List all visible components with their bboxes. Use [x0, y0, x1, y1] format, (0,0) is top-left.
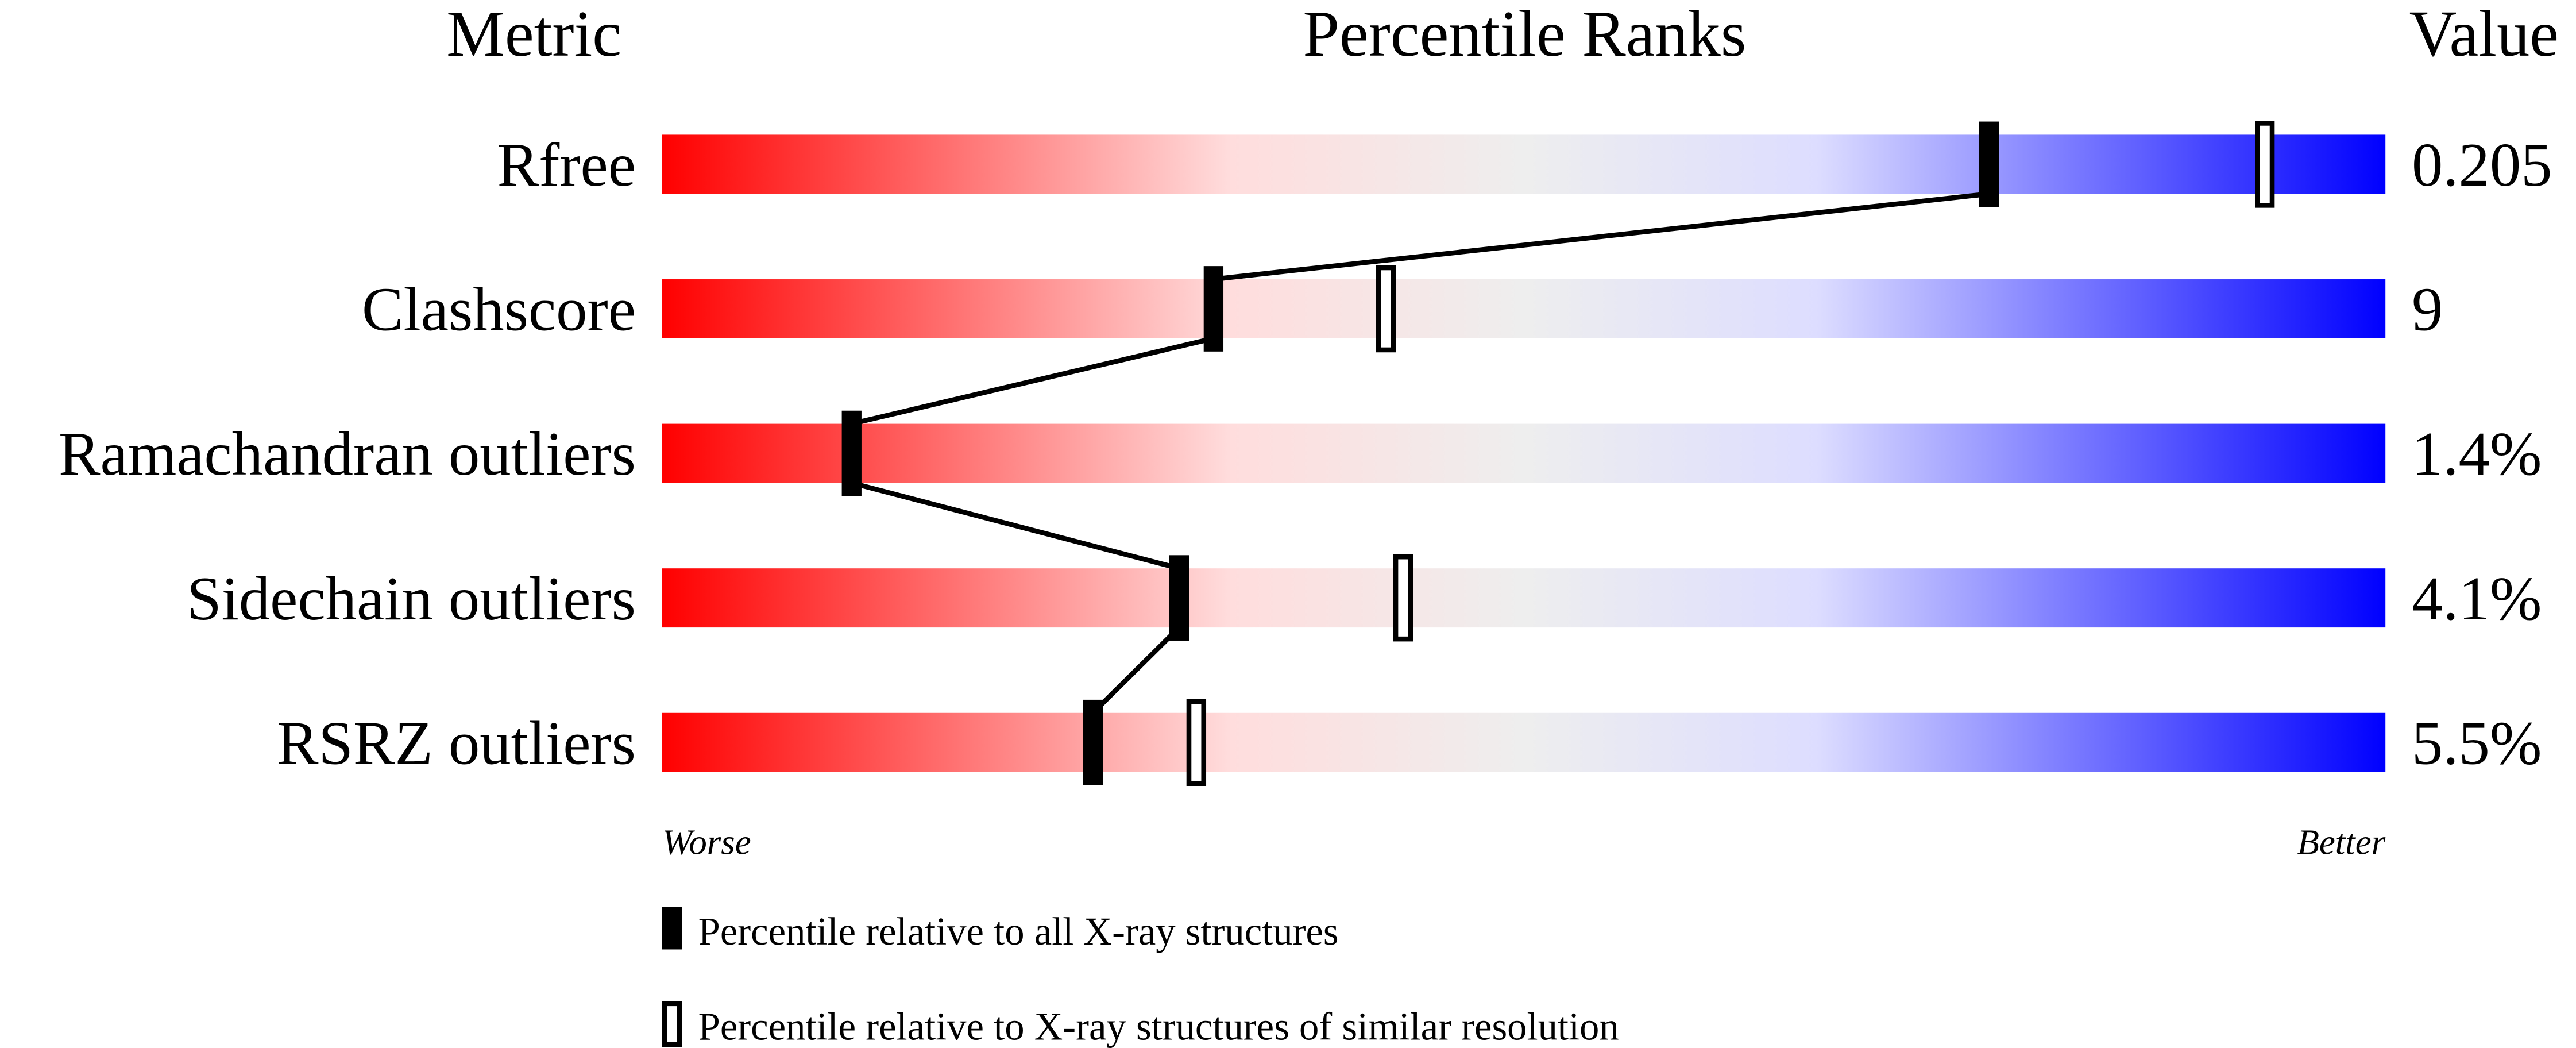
metric-value: 9	[2412, 275, 2443, 344]
similar-resolution-marker	[1376, 265, 1396, 353]
percentile-bar	[662, 568, 2386, 628]
header-percentile: Percentile Ranks	[1303, 0, 1746, 70]
metric-label: Sidechain outliers	[187, 564, 636, 633]
metric-value: 4.1%	[2412, 564, 2542, 633]
similar-resolution-marker	[1186, 699, 1207, 786]
header-metric: Metric	[446, 0, 621, 70]
percentile-bar	[662, 423, 2386, 483]
percentile-bar	[662, 134, 2386, 194]
all-structures-marker	[1083, 699, 1103, 785]
all-structures-marker	[1169, 555, 1189, 641]
all-structures-marker	[1979, 121, 1999, 207]
legend-filled-marker	[662, 907, 682, 950]
axis-label-worse: Worse	[662, 822, 751, 862]
metric-label: Ramachandran outliers	[59, 419, 636, 488]
metric-value: 5.5%	[2412, 708, 2542, 777]
all-structures-marker	[1203, 266, 1224, 352]
metric-label: Clashscore	[362, 275, 636, 344]
legend-open-marker	[662, 1001, 682, 1047]
percentile-bar	[662, 712, 2386, 772]
metric-label: RSRZ outliers	[277, 708, 636, 777]
legend-filled-label: Percentile relative to all X-ray structu…	[698, 910, 1339, 953]
connector-line	[851, 336, 1214, 426]
header-value: Value	[2409, 0, 2559, 70]
all-structures-marker	[841, 410, 862, 496]
connector-line	[1091, 626, 1181, 715]
percentile-bar	[662, 279, 2386, 338]
similar-resolution-marker	[1393, 554, 1413, 642]
legend-open-label: Percentile relative to X-ray structures …	[698, 1005, 1619, 1048]
similar-resolution-marker	[2255, 121, 2275, 208]
connector-line	[851, 480, 1180, 571]
connector-line	[1213, 191, 1990, 282]
metric-value: 0.205	[2412, 130, 2552, 199]
metric-value: 1.4%	[2412, 419, 2542, 488]
axis-label-better: Better	[2297, 822, 2385, 862]
metric-label: Rfree	[497, 130, 636, 199]
